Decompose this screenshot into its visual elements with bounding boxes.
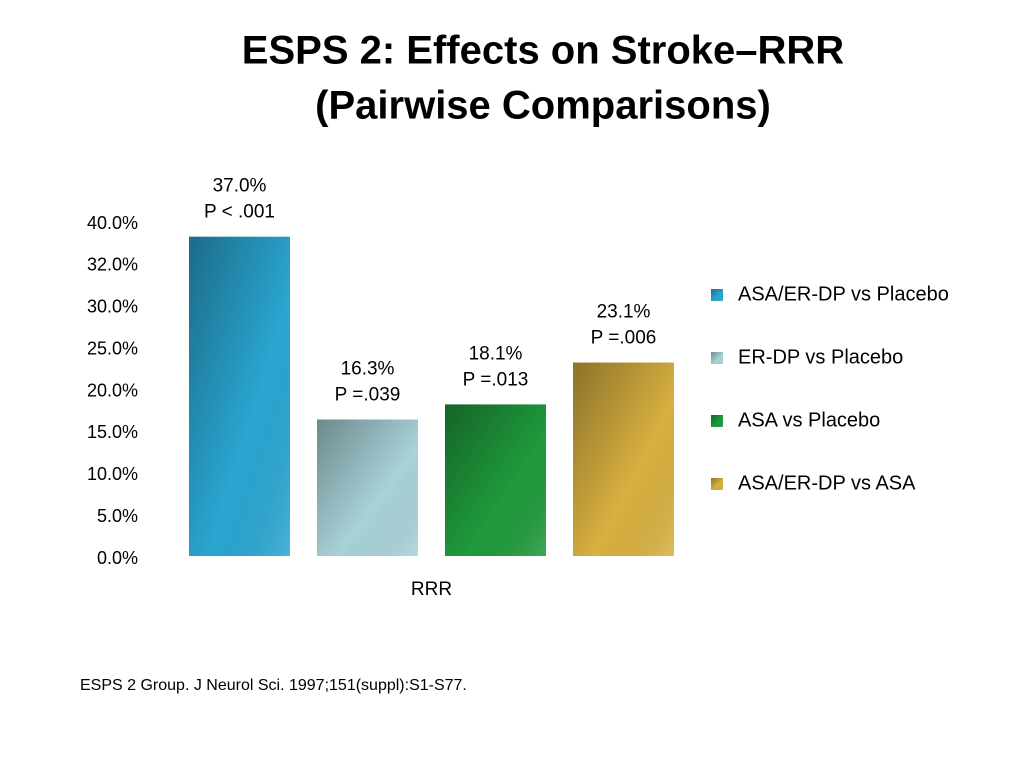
value-label: 18.1% bbox=[469, 343, 523, 364]
legend-label: ASA/ER-DP vs ASA bbox=[738, 472, 916, 494]
y-tick-label: 32.0% bbox=[87, 255, 138, 275]
y-tick-label: 5.0% bbox=[97, 506, 138, 526]
bar-shade bbox=[573, 362, 674, 556]
y-tick-label: 0.0% bbox=[97, 548, 138, 568]
y-tick-label: 10.0% bbox=[87, 464, 138, 484]
legend-label: ASA vs Placebo bbox=[738, 409, 880, 431]
legend-swatch-shade bbox=[711, 352, 723, 364]
y-tick-label: 20.0% bbox=[87, 380, 138, 400]
y-tick-label: 25.0% bbox=[87, 338, 138, 358]
bar-shade bbox=[317, 419, 418, 556]
p-label: P =.006 bbox=[591, 328, 657, 349]
value-label: 37.0% bbox=[213, 176, 267, 197]
bar-shade bbox=[445, 404, 546, 556]
legend-label: ER-DP vs Placebo bbox=[738, 346, 903, 368]
p-label: P =.039 bbox=[335, 385, 401, 406]
chart-title: (Pairwise Comparisons) bbox=[315, 84, 771, 128]
legend-label: ASA/ER-DP vs Placebo bbox=[738, 283, 949, 305]
value-label: 23.1% bbox=[597, 302, 651, 323]
y-tick-label: 15.0% bbox=[87, 422, 138, 442]
y-tick-label: 30.0% bbox=[87, 297, 138, 317]
legend-swatch-shade bbox=[711, 415, 723, 427]
legend-swatch-shade bbox=[711, 289, 723, 301]
bar-shade bbox=[189, 236, 290, 556]
chart-title: ESPS 2: Effects on Stroke–RRR bbox=[242, 29, 844, 73]
value-label: 16.3% bbox=[341, 359, 395, 380]
p-label: P < .001 bbox=[204, 202, 275, 223]
p-label: P =.013 bbox=[463, 369, 529, 390]
y-tick-label: 40.0% bbox=[87, 213, 138, 233]
legend-swatch-shade bbox=[711, 478, 723, 490]
x-tick-label: RRR bbox=[411, 579, 452, 600]
footnote: ESPS 2 Group. J Neurol Sci. 1997;151(sup… bbox=[80, 677, 467, 694]
